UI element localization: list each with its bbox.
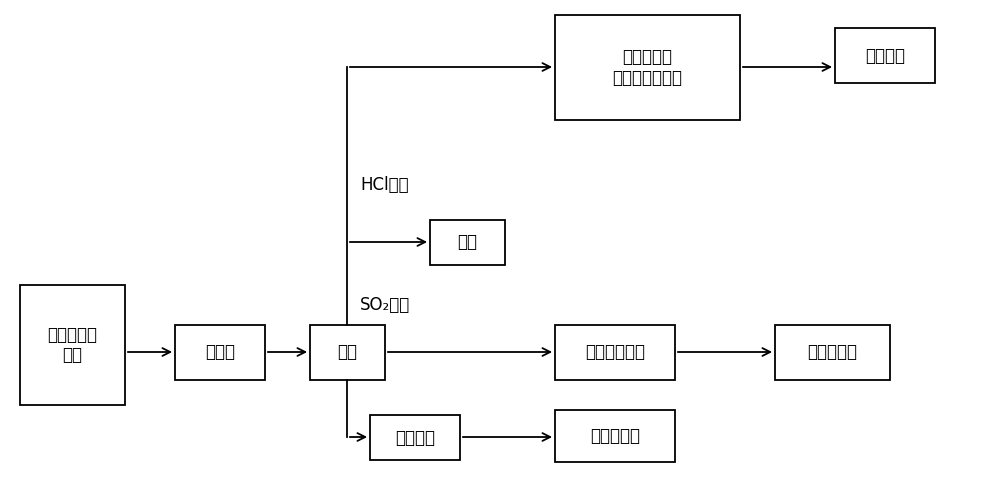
Text: 三氯乙酰氯
尾气: 三氯乙酰氯 尾气 xyxy=(48,326,98,364)
Bar xyxy=(555,15,740,120)
Bar xyxy=(835,28,935,83)
Text: 二冷: 二冷 xyxy=(458,234,478,251)
Bar xyxy=(430,220,505,265)
Text: 一氯化硫: 一氯化硫 xyxy=(395,429,435,446)
Bar xyxy=(555,410,675,462)
Text: 氢氧化钠溶液: 氢氧化钠溶液 xyxy=(585,344,645,361)
Text: HCl气体: HCl气体 xyxy=(360,176,409,194)
Bar xyxy=(775,325,890,380)
Text: 熟母液: 熟母液 xyxy=(205,344,235,361)
Bar xyxy=(370,415,460,460)
Bar xyxy=(555,325,675,380)
Text: 氯化反应釜: 氯化反应釜 xyxy=(590,427,640,445)
Bar xyxy=(20,285,125,405)
Text: 膜式吸收塔
三级吸收制盐酸: 膜式吸收塔 三级吸收制盐酸 xyxy=(612,48,682,87)
Text: 一冷: 一冷 xyxy=(338,344,358,361)
Bar xyxy=(175,325,265,380)
Bar xyxy=(310,325,385,380)
Text: 亚硫酸氢钠: 亚硫酸氢钠 xyxy=(808,344,858,361)
Text: SO₂液体: SO₂液体 xyxy=(360,296,410,314)
Text: 碱液吸收: 碱液吸收 xyxy=(865,47,905,64)
